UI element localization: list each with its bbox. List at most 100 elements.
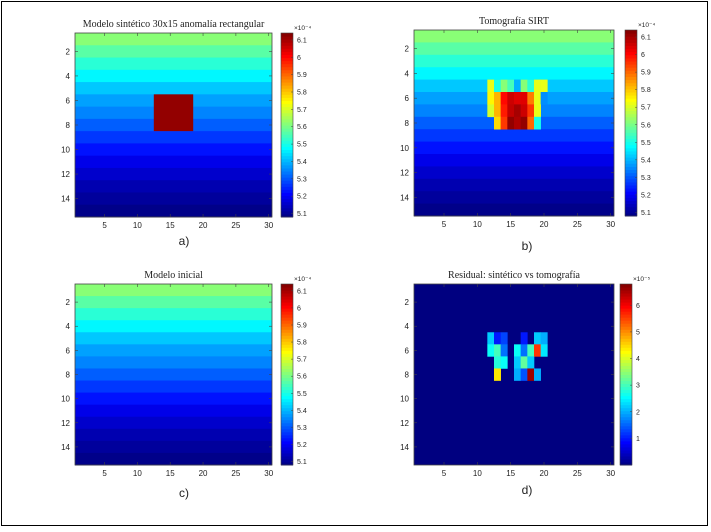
heatmap-cell <box>500 344 508 357</box>
x-tick-label: 20 <box>199 469 208 478</box>
heatmap-cell <box>540 92 548 105</box>
colorbar-segment <box>625 64 637 68</box>
panel-caption: c) <box>179 486 189 500</box>
colorbar-segment <box>625 154 637 158</box>
colorbar-segment <box>620 296 632 300</box>
colorbar-tick-label: 6 <box>297 305 301 312</box>
heatmap-cell <box>514 104 521 118</box>
colorbar-segment <box>620 461 632 466</box>
colorbar-segment <box>281 137 293 141</box>
heatmap-cell <box>494 79 501 93</box>
colorbar-segment <box>281 395 293 400</box>
colorbar-tick-label: 5.3 <box>641 175 651 182</box>
colorbar-segment <box>625 175 637 180</box>
plot-title: Modelo inicial <box>144 270 203 281</box>
colorbar-segment <box>620 356 632 360</box>
colorbar-tick-label: 5.2 <box>297 194 307 201</box>
colorbar-segment <box>625 191 637 195</box>
colorbar-segment <box>620 299 632 303</box>
colorbar-segment <box>625 194 637 198</box>
colorbar-segment <box>625 160 637 164</box>
colorbar-segment <box>281 207 293 212</box>
colorbar-segment <box>281 134 293 138</box>
heatmap-cell <box>514 79 521 93</box>
colorbar-segment <box>620 365 632 369</box>
colorbar-tick-label: 5.6 <box>297 124 307 131</box>
colorbar-segment <box>281 329 293 333</box>
colorbar-segment <box>620 305 632 309</box>
colorbar-frame <box>619 283 633 466</box>
y-tick-label: 12 <box>61 170 70 179</box>
colorbar-segment <box>625 141 637 146</box>
y-tick-label: 8 <box>66 121 71 130</box>
colorbar-segment <box>281 440 293 445</box>
colorbar-segment <box>281 341 293 345</box>
y-tick-label: 14 <box>400 193 409 202</box>
colorbar-segment <box>620 323 632 327</box>
heatmap-cell <box>514 116 521 130</box>
colorbar-segment <box>281 91 293 95</box>
colorbar-segment <box>281 115 293 120</box>
heatmap-cell <box>494 356 501 369</box>
colorbar-segment <box>625 61 637 65</box>
colorbar-segment <box>625 126 637 130</box>
colorbar-segment <box>625 82 637 87</box>
heatmap-cell <box>534 104 541 118</box>
colorbar-segment <box>281 332 293 336</box>
heatmap-row <box>75 296 272 309</box>
x-tick-label: 30 <box>606 469 615 478</box>
colorbar-segment <box>281 97 293 101</box>
colorbar-segment <box>625 73 637 77</box>
colorbar-tick-label: 5.8 <box>641 87 651 94</box>
colorbar-segment <box>281 365 293 369</box>
colorbar-tick-label: 5.1 <box>297 459 307 466</box>
colorbar-segment <box>620 404 632 409</box>
colorbar-segment <box>281 33 293 37</box>
heatmap-row <box>75 57 272 71</box>
colorbar-segment <box>281 428 293 433</box>
colorbar-segment <box>625 135 637 139</box>
colorbar-segment <box>281 374 293 379</box>
x-tick-label: 5 <box>102 221 107 230</box>
colorbar-segment <box>625 188 637 192</box>
y-tick-label: 10 <box>400 144 409 153</box>
y-tick-label: 4 <box>66 72 71 81</box>
heatmap-cell <box>534 92 541 105</box>
colorbar-segment <box>620 422 632 427</box>
y-tick-label: 2 <box>66 298 71 307</box>
heatmap-row <box>414 178 614 192</box>
y-tick-label: 6 <box>405 346 410 355</box>
colorbar-segment <box>620 386 632 391</box>
x-tick-label: 10 <box>133 469 142 478</box>
colorbar-segment <box>281 449 293 454</box>
x-tick-label: 25 <box>231 221 240 230</box>
colorbar-segment <box>620 434 632 439</box>
colorbar-segment <box>625 169 637 174</box>
colorbar-segment <box>625 178 637 183</box>
heatmap-row <box>75 284 272 297</box>
colorbar-segment <box>281 338 293 342</box>
colorbar-segment <box>625 132 637 136</box>
colorbar-segment <box>620 284 632 288</box>
colorbar-segment <box>625 30 637 34</box>
x-tick-label: 10 <box>473 220 482 229</box>
plot-d <box>413 283 633 466</box>
colorbar-segment <box>281 302 293 306</box>
colorbar-segment <box>281 48 293 52</box>
x-tick-label: 20 <box>540 469 549 478</box>
heatmap-row <box>75 33 272 46</box>
x-tick-label: 20 <box>540 220 549 229</box>
colorbar-segment <box>625 51 637 56</box>
heatmap-row <box>414 67 614 81</box>
colorbar-segment <box>620 350 632 354</box>
colorbar-segment <box>620 374 632 379</box>
colorbar-segment <box>620 428 632 433</box>
heatmap-row <box>414 30 614 43</box>
heatmap-cell <box>487 332 495 345</box>
heatmap-row <box>75 320 272 333</box>
heatmap-row <box>75 143 272 157</box>
colorbar-segment <box>625 203 637 208</box>
colorbar-segment <box>281 106 293 111</box>
colorbar-exponent: ×10⁻⁴ <box>294 276 311 283</box>
colorbar-segment <box>620 413 632 418</box>
